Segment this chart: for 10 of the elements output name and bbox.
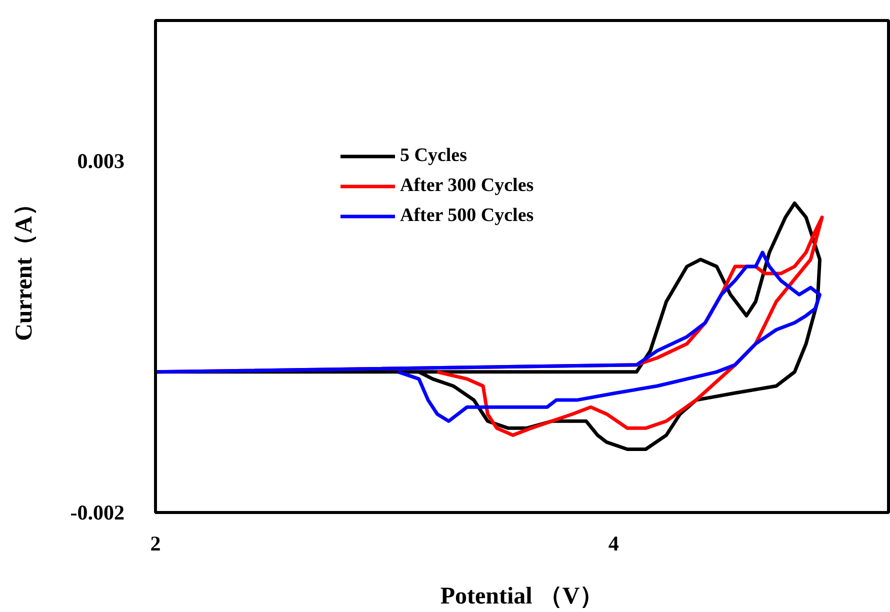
legend-label: After 300 Cycles [400,175,534,197]
y-axis-title: Current（A） [11,192,38,341]
legend-label: 5 Cycles [400,145,468,167]
line-series [156,250,822,423]
y-tick-label: -0.002 [70,500,125,524]
y-tick-label: 0.003 [77,149,124,174]
legend-label: After 500 Cycles [400,205,534,227]
x-tick-label: 4 [608,532,620,556]
x-tick-label: 2 [150,532,161,556]
x-axis-title: Potential （V） [440,584,604,610]
